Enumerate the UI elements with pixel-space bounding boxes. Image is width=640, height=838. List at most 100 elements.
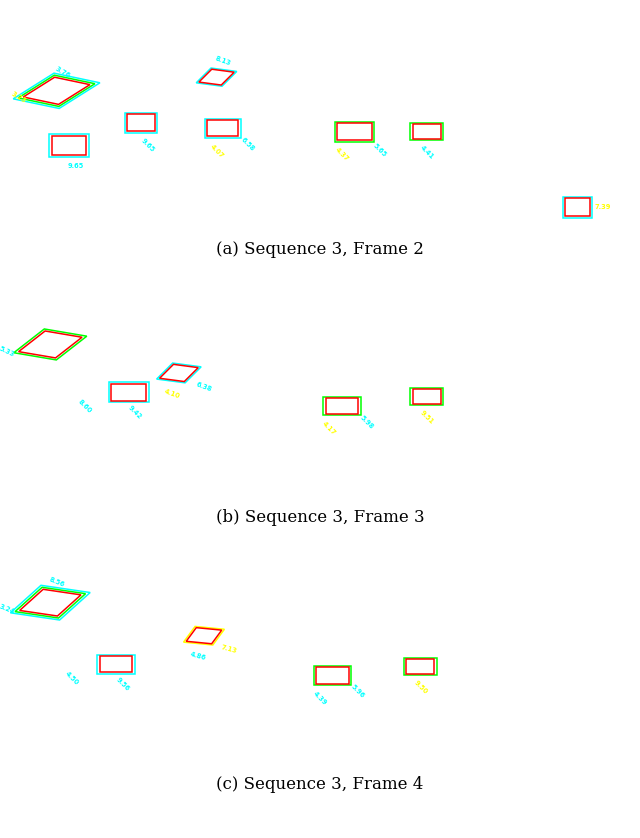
Point	[489, 292, 499, 305]
Point	[605, 555, 616, 568]
Point	[538, 749, 548, 763]
Point	[61, 716, 71, 730]
Point	[536, 742, 547, 755]
Point	[249, 112, 259, 126]
Point	[71, 58, 81, 71]
Point	[566, 747, 577, 761]
Point	[594, 281, 604, 294]
Point	[186, 492, 196, 505]
Point	[377, 208, 387, 221]
Point	[490, 638, 500, 651]
Point	[284, 168, 294, 182]
Point	[504, 42, 514, 55]
Point	[306, 183, 316, 196]
Point	[175, 365, 186, 378]
Point	[166, 453, 176, 467]
Point	[357, 561, 367, 574]
Point	[261, 396, 271, 409]
Point	[489, 740, 499, 753]
Point	[524, 284, 534, 297]
Point	[467, 747, 477, 761]
Point	[520, 178, 531, 191]
Point	[291, 102, 301, 116]
Point	[10, 203, 20, 216]
Point	[447, 721, 457, 734]
Point	[270, 218, 280, 231]
Point	[257, 186, 268, 199]
Point	[468, 98, 479, 111]
Point	[45, 320, 56, 334]
Point	[481, 725, 491, 738]
Point	[91, 565, 101, 578]
Point	[560, 436, 570, 449]
Point	[328, 541, 339, 555]
Point	[284, 564, 294, 577]
Point	[526, 36, 536, 49]
Point	[27, 290, 37, 303]
Point	[521, 709, 531, 722]
Point	[307, 292, 317, 305]
Point	[410, 23, 420, 37]
Point	[284, 601, 294, 614]
Point	[409, 422, 419, 436]
Point	[91, 610, 101, 623]
Point	[452, 548, 463, 561]
Point	[304, 93, 314, 106]
Point	[342, 53, 353, 66]
Point	[405, 41, 415, 54]
Point	[487, 273, 497, 287]
Point	[429, 280, 440, 293]
Point	[6, 447, 17, 461]
Bar	[314, 666, 351, 685]
Point	[230, 555, 240, 568]
Point	[350, 572, 360, 586]
Point	[95, 48, 105, 61]
Point	[605, 65, 616, 78]
Point	[306, 182, 316, 195]
Point	[154, 97, 164, 111]
Point	[288, 345, 298, 359]
Point	[579, 173, 589, 186]
Point	[535, 168, 545, 181]
Point	[504, 346, 515, 360]
Point	[76, 99, 86, 112]
Point	[198, 215, 209, 229]
Point	[413, 332, 423, 345]
Point	[182, 361, 193, 375]
Point	[97, 144, 108, 158]
Point	[236, 551, 246, 565]
Point	[85, 129, 95, 142]
Point	[140, 478, 150, 491]
Point	[567, 158, 577, 171]
Point	[437, 334, 447, 347]
Point	[557, 593, 567, 607]
Point	[24, 145, 34, 158]
Point	[380, 451, 390, 464]
Point	[475, 166, 485, 179]
Point	[52, 457, 62, 470]
Point	[291, 484, 301, 497]
Point	[444, 698, 454, 711]
Point	[545, 198, 556, 211]
Point	[621, 174, 632, 188]
Point	[596, 210, 606, 223]
Point	[538, 614, 548, 628]
Point	[410, 561, 420, 574]
Point	[379, 568, 389, 582]
Point	[459, 8, 469, 21]
Point	[331, 753, 341, 766]
Point	[259, 8, 269, 22]
Point	[195, 17, 205, 30]
Point	[324, 109, 334, 122]
Point	[82, 354, 92, 368]
Point	[623, 737, 633, 751]
Point	[83, 632, 93, 645]
Point	[297, 468, 307, 482]
Point	[89, 628, 99, 641]
Point	[339, 620, 349, 634]
Point	[450, 647, 460, 660]
Point	[17, 374, 28, 387]
Point	[463, 554, 474, 567]
Point	[185, 753, 195, 766]
Point	[271, 535, 282, 548]
